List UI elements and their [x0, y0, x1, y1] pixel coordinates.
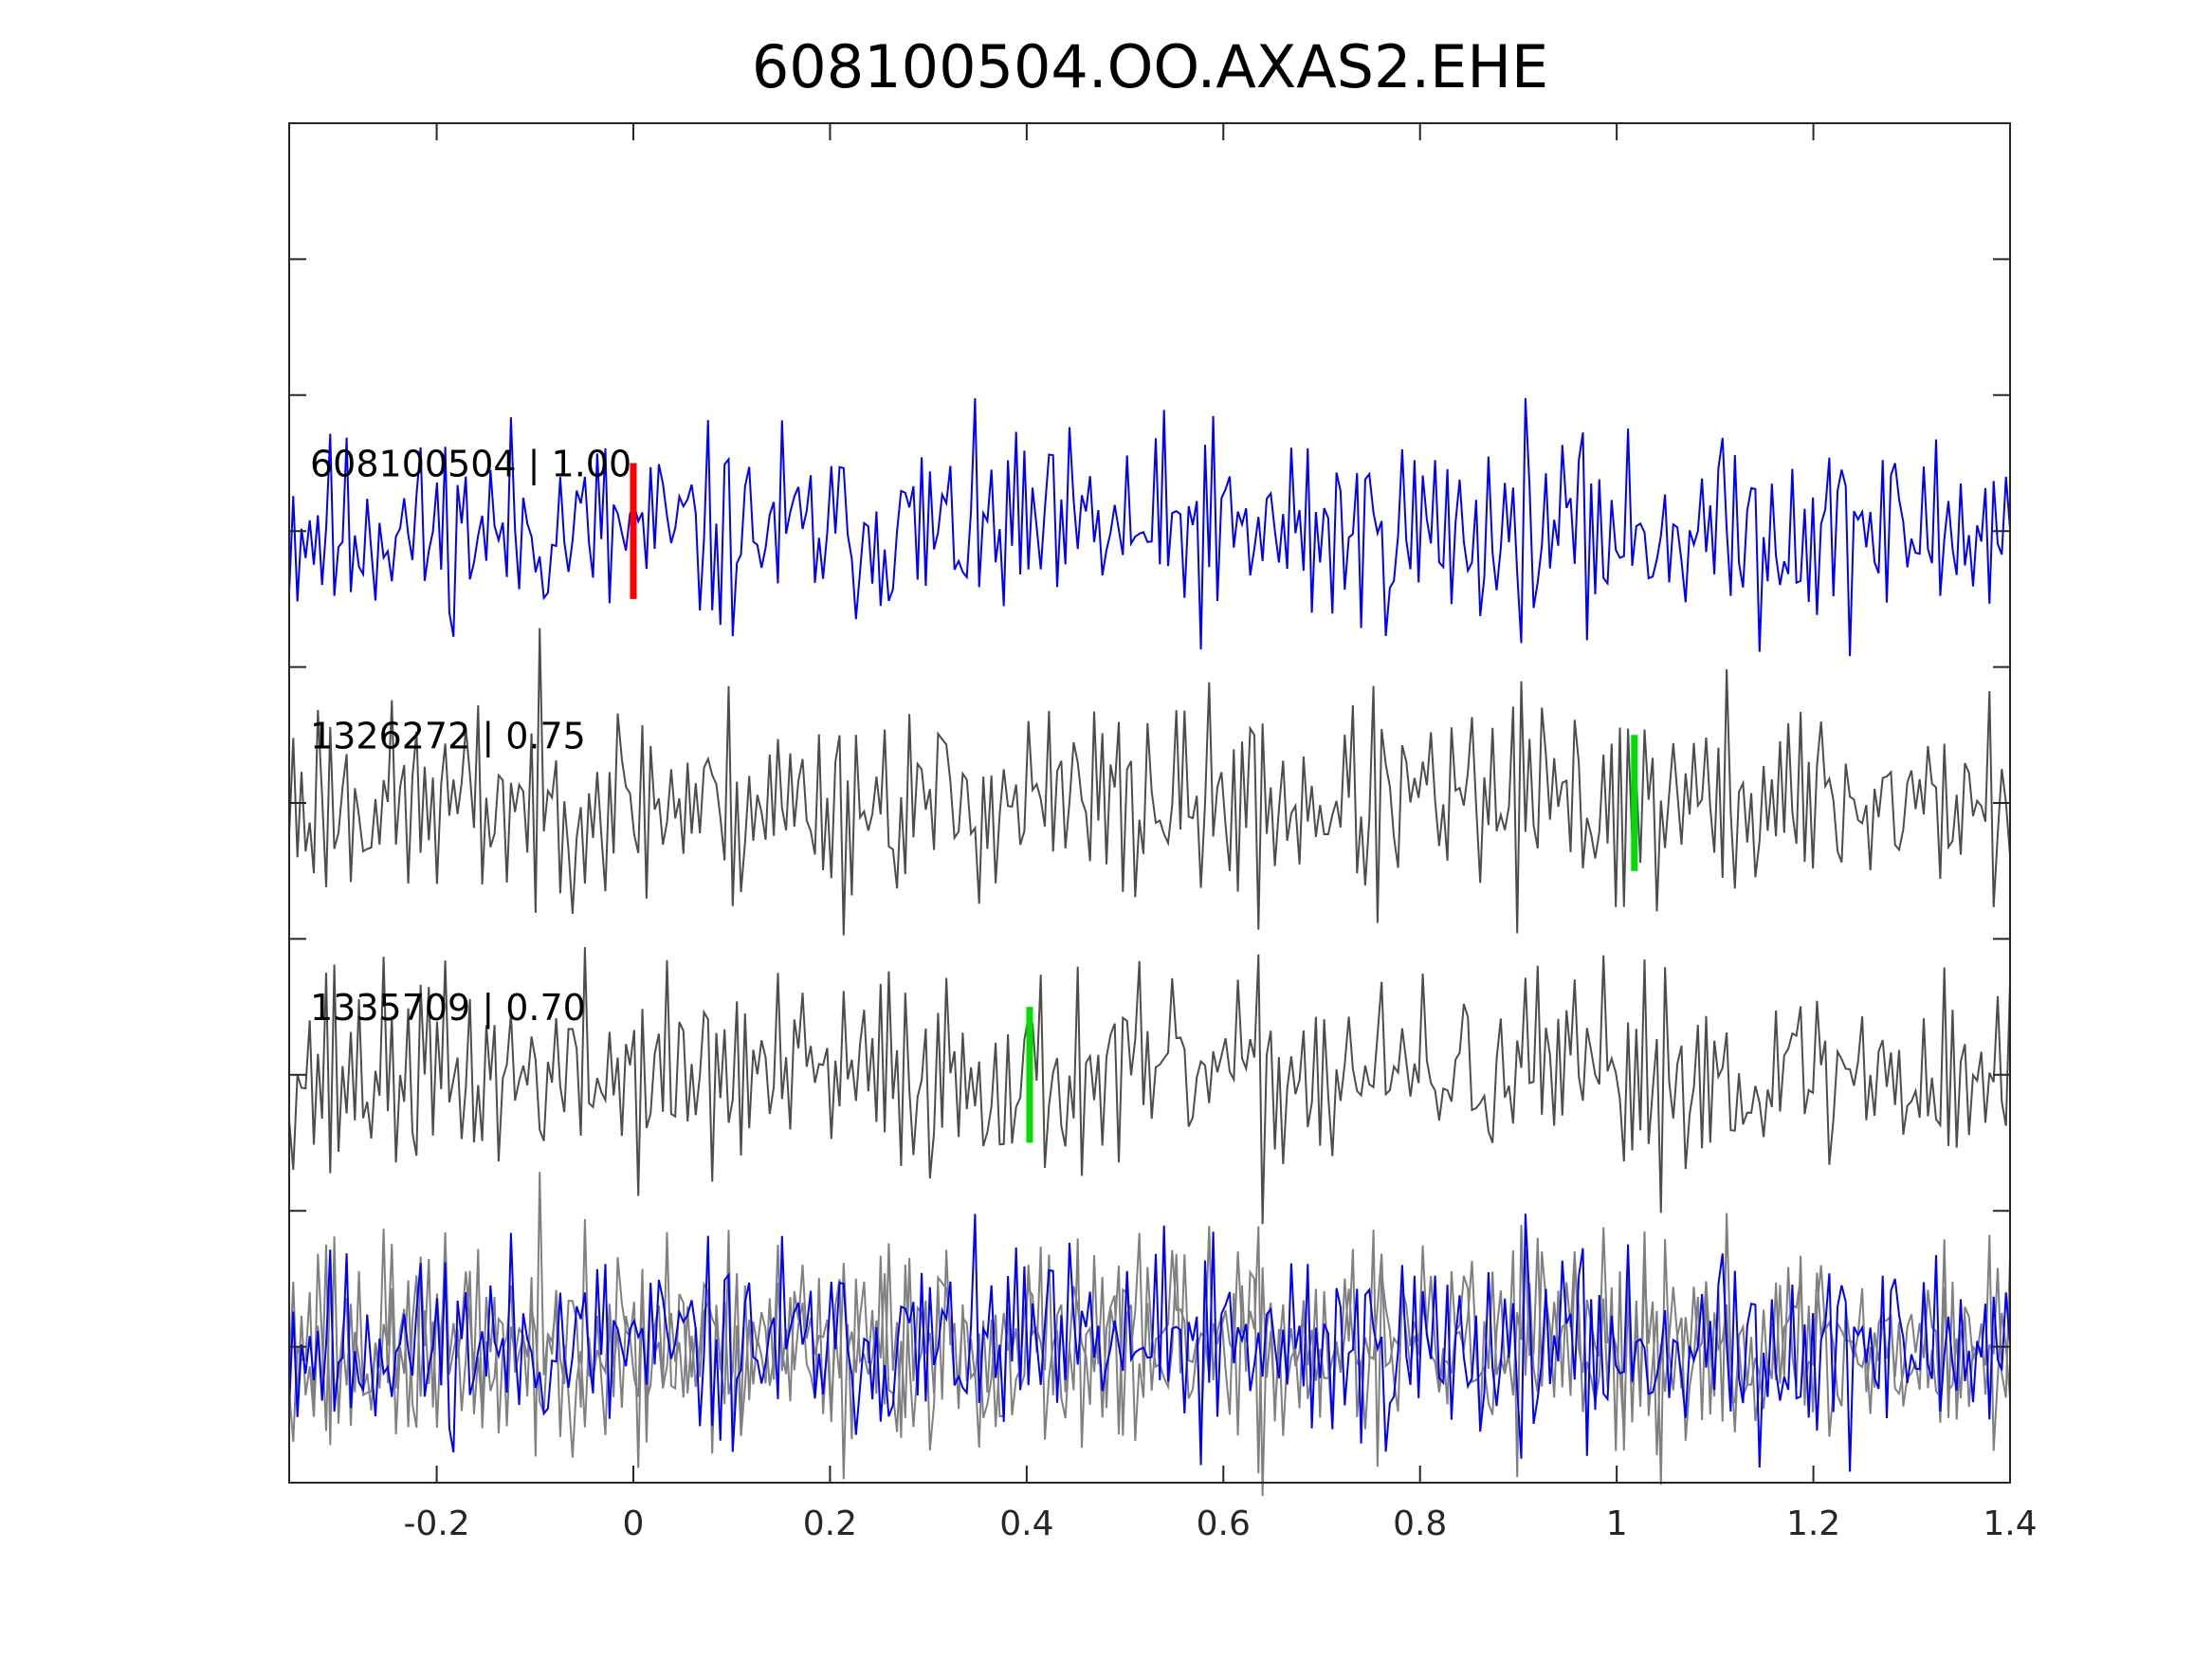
x-tick-label-4: 0.4 [999, 1504, 1053, 1543]
x-tick-label-6: 0.8 [1393, 1504, 1447, 1543]
chart-title: 608100504.OO.AXAS2.EHE [752, 32, 1548, 101]
x-tick-label-9: 1.4 [1983, 1504, 2037, 1543]
picks-layer [630, 463, 1638, 1143]
x-tick-label-8: 1.2 [1786, 1504, 1840, 1543]
trace-label-2: 1326272 | 0.75 [310, 715, 586, 757]
trace-line-3 [288, 947, 2011, 1225]
x-tick-label-5: 0.6 [1197, 1504, 1251, 1543]
x-tick-label-3: 0.2 [803, 1504, 857, 1543]
overlay-line-2 [288, 1172, 2011, 1480]
x-tick-label-2: 0 [623, 1504, 645, 1543]
x-tick-label-1: -0.2 [403, 1504, 469, 1543]
trace-label-3: 1335709 | 0.70 [310, 987, 586, 1030]
trace-line-2 [288, 628, 2011, 936]
x-tick-label-7: 1 [1606, 1504, 1628, 1543]
axis-ticks [289, 123, 2011, 1483]
trace-line-1 [288, 397, 2011, 657]
trace-label-1: 608100504 | 1.00 [310, 444, 631, 486]
trace-labels: 608100504 | 1.00 1326272 | 0.75 1335709 | … [310, 444, 631, 1030]
traces-layer [288, 397, 2011, 1497]
overlay-line-1 [288, 1213, 2011, 1472]
x-tick-labels: -0.2 0 0.2 0.4 0.6 0.8 1 1.2 1.4 [403, 1504, 2037, 1543]
